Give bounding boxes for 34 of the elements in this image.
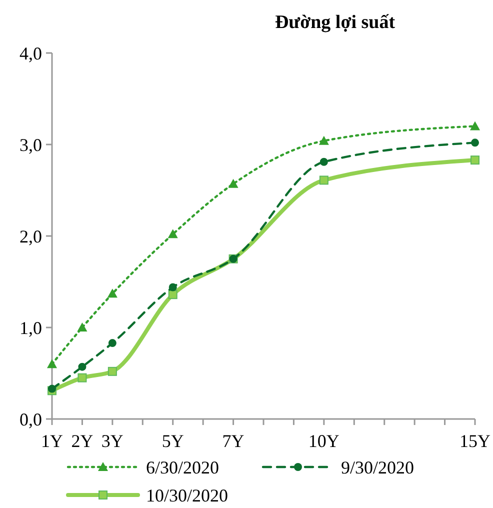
- point: [168, 229, 178, 238]
- x-tick-label: 2Y: [71, 431, 94, 451]
- legend-label: 9/30/2020: [341, 457, 414, 478]
- y-tick-label: 1,0: [20, 318, 42, 338]
- y-tick-label: 0,0: [20, 409, 42, 430]
- x-tick-label: 15Y: [460, 431, 490, 451]
- point: [168, 290, 178, 300]
- y-tick-label: 2,0: [20, 226, 42, 246]
- point: [168, 283, 177, 292]
- point: [108, 339, 116, 348]
- y-tick-label: 3,0: [20, 134, 42, 155]
- x-tick-label: 1Y: [41, 431, 63, 451]
- chart-title: Đường lợi suất: [274, 12, 396, 33]
- point: [471, 138, 479, 147]
- point: [77, 322, 88, 332]
- point: [48, 384, 56, 393]
- point: [470, 156, 480, 165]
- point: [108, 366, 117, 376]
- x-tick-label: 7Y: [222, 431, 244, 451]
- x-tick-label: 5Y: [162, 431, 184, 451]
- x-tick-label: 3Y: [101, 431, 124, 451]
- point: [319, 176, 328, 185]
- point: [47, 359, 57, 368]
- point: [318, 136, 329, 145]
- point: [78, 362, 86, 371]
- legend-label: 10/30/2020: [146, 485, 228, 506]
- point: [470, 121, 480, 130]
- legend-label: 6/30/2020: [146, 457, 220, 478]
- y-tick-label: 4,0: [20, 43, 42, 64]
- point: [320, 158, 328, 166]
- point: [78, 373, 87, 382]
- point: [228, 178, 238, 188]
- point: [107, 288, 118, 298]
- x-tick-label: 10Y: [308, 431, 340, 451]
